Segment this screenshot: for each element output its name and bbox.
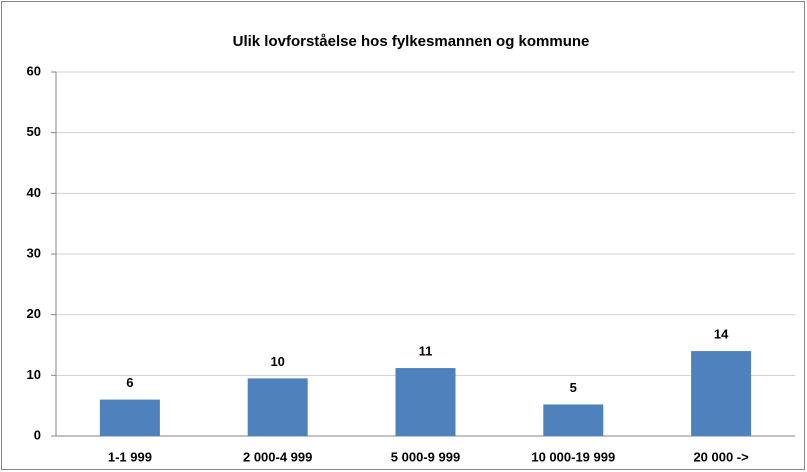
x-tick-label: 10 000-19 999 [531, 449, 615, 464]
y-tick-label: 0 [34, 427, 41, 442]
bar [99, 399, 160, 436]
y-tick-label: 20 [27, 306, 41, 321]
bar [395, 368, 456, 436]
data-label: 10 [270, 354, 284, 369]
bar [247, 378, 308, 436]
data-label: 5 [570, 380, 577, 395]
y-tick-label: 30 [27, 245, 41, 260]
bar [691, 351, 752, 436]
bar [543, 404, 604, 436]
y-tick-label: 60 [27, 63, 41, 78]
y-tick-label: 50 [27, 124, 41, 139]
x-tick-label: 5 000-9 999 [391, 449, 460, 464]
x-tick-label: 1-1 999 [108, 449, 152, 464]
chart-title: Ulik lovforståelse hos fylkesmannen og k… [233, 33, 590, 50]
data-label: 14 [714, 327, 729, 342]
y-tick-label: 10 [27, 367, 41, 382]
data-label: 11 [419, 343, 433, 358]
y-tick-label: 40 [27, 185, 41, 200]
x-tick-label: 2 000-4 999 [243, 449, 312, 464]
x-tick-label: 20 000 -> [693, 449, 749, 464]
data-label: 6 [126, 375, 133, 390]
